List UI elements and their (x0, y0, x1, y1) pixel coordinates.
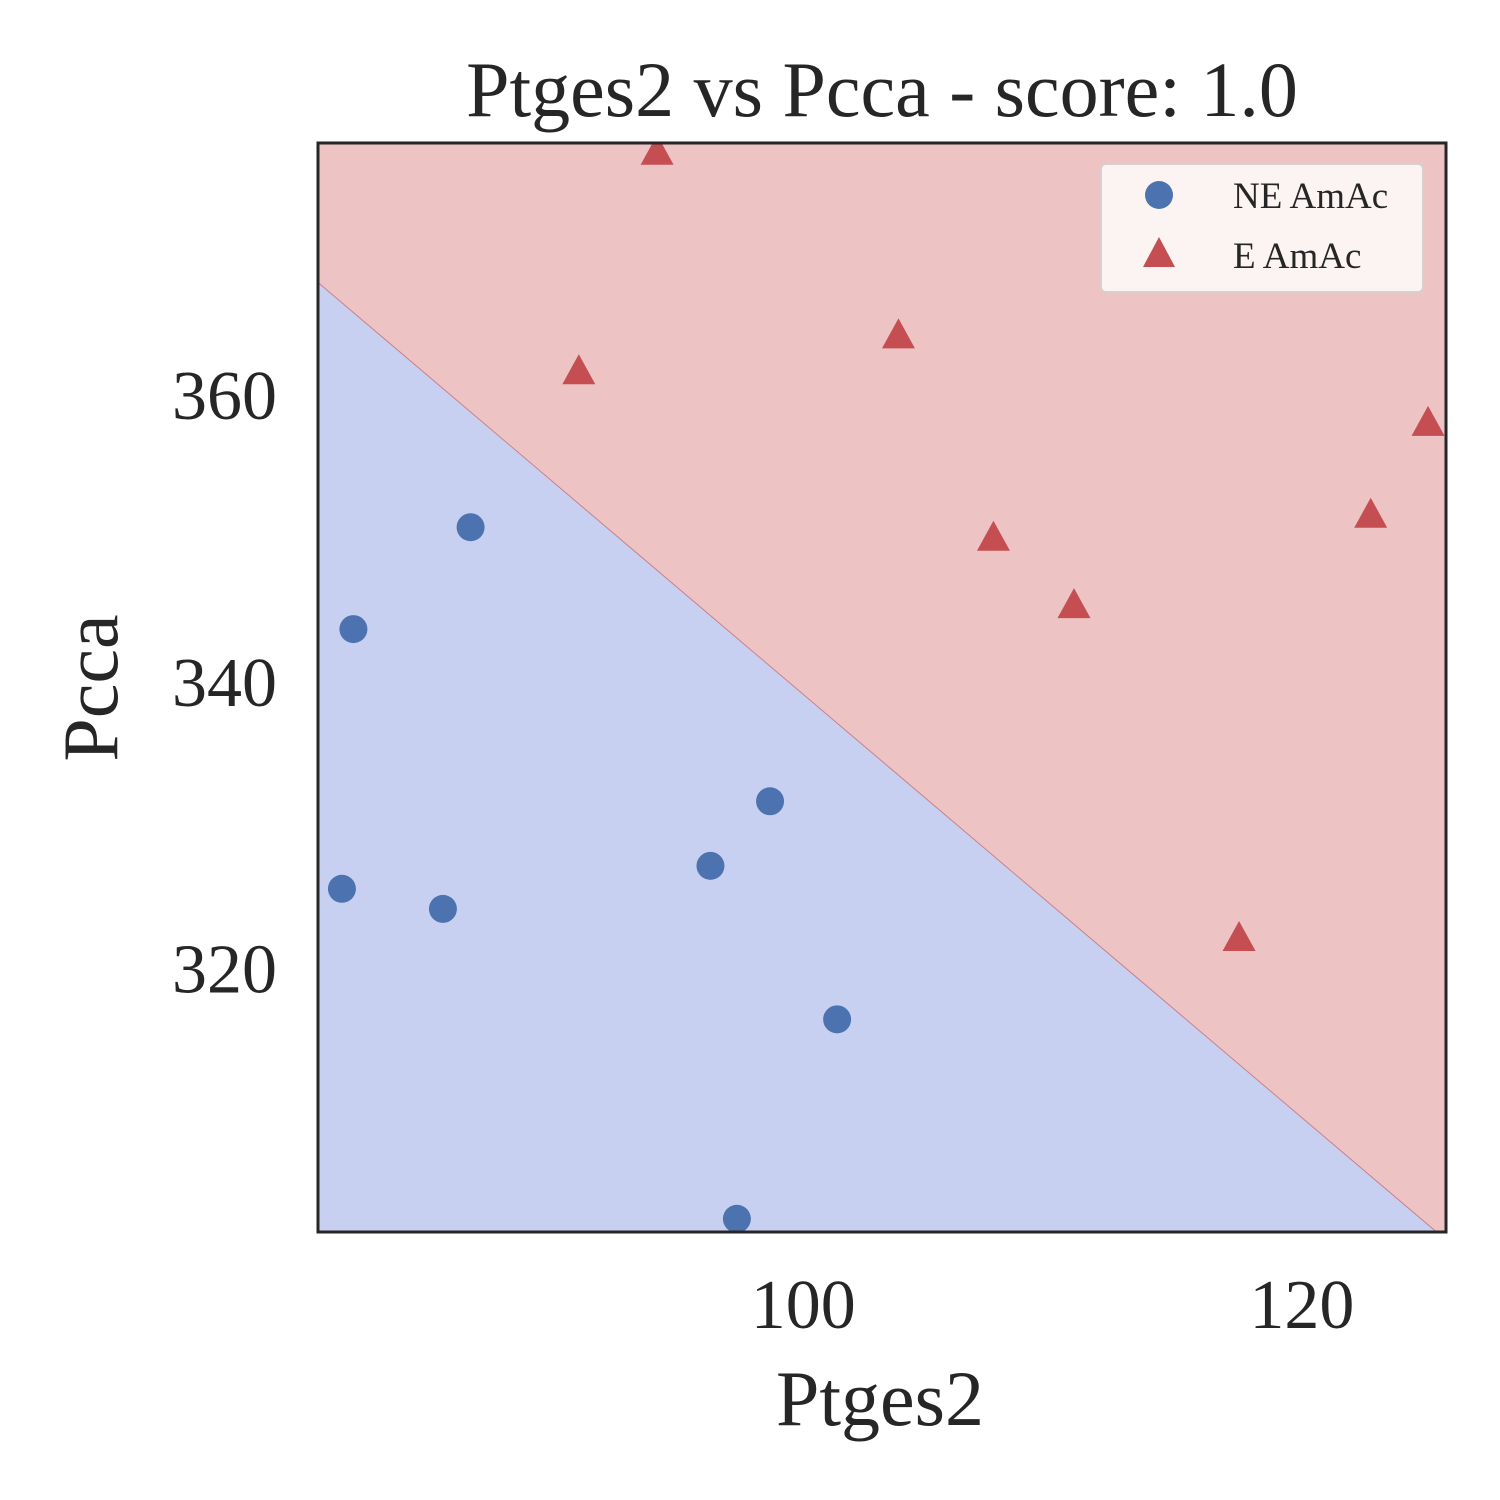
legend-box (1100, 163, 1424, 293)
data-point-ne-amac (722, 1204, 751, 1232)
data-point-e-amac (881, 318, 915, 349)
data-point-ne-amac (339, 615, 368, 644)
chart-title: Ptges2 vs Pcca - score: 1.0 (466, 46, 1298, 133)
y-axis-label: Pcca (47, 614, 134, 761)
x-tick-label: 120 (1249, 1267, 1354, 1344)
data-point-e-amac (640, 143, 674, 165)
data-point-e-amac (1411, 405, 1445, 436)
data-point-e-amac (1222, 921, 1256, 952)
data-point-ne-amac (456, 513, 485, 542)
data-point-e-amac (1057, 588, 1091, 619)
data-point-ne-amac (823, 1005, 852, 1034)
y-tick-label: 320 (172, 932, 277, 1009)
x-axis-label: Ptges2 (776, 1355, 984, 1442)
data-point-e-amac (562, 354, 596, 385)
plot-frame (316, 141, 1448, 1234)
legend-marker-ne-amac (1145, 181, 1173, 209)
legend-label-ne-amac: NE AmAc (1233, 176, 1388, 217)
data-point-ne-amac (327, 874, 356, 903)
decision-boundary (318, 282, 1437, 1232)
data-point-e-amac (1354, 497, 1388, 528)
y-tick-label: 340 (172, 645, 277, 722)
x-tick-label: 100 (751, 1267, 856, 1344)
y-tick-label: 360 (172, 358, 277, 435)
data-point-e-amac (976, 520, 1010, 551)
data-point-ne-amac (756, 787, 785, 816)
legend-marker-e-amac (1143, 237, 1175, 267)
legend-label-e-amac: E AmAc (1233, 236, 1361, 277)
data-point-ne-amac (696, 851, 725, 880)
legend: NE AmAc E AmAc (1100, 163, 1424, 293)
data-point-ne-amac (428, 894, 457, 923)
